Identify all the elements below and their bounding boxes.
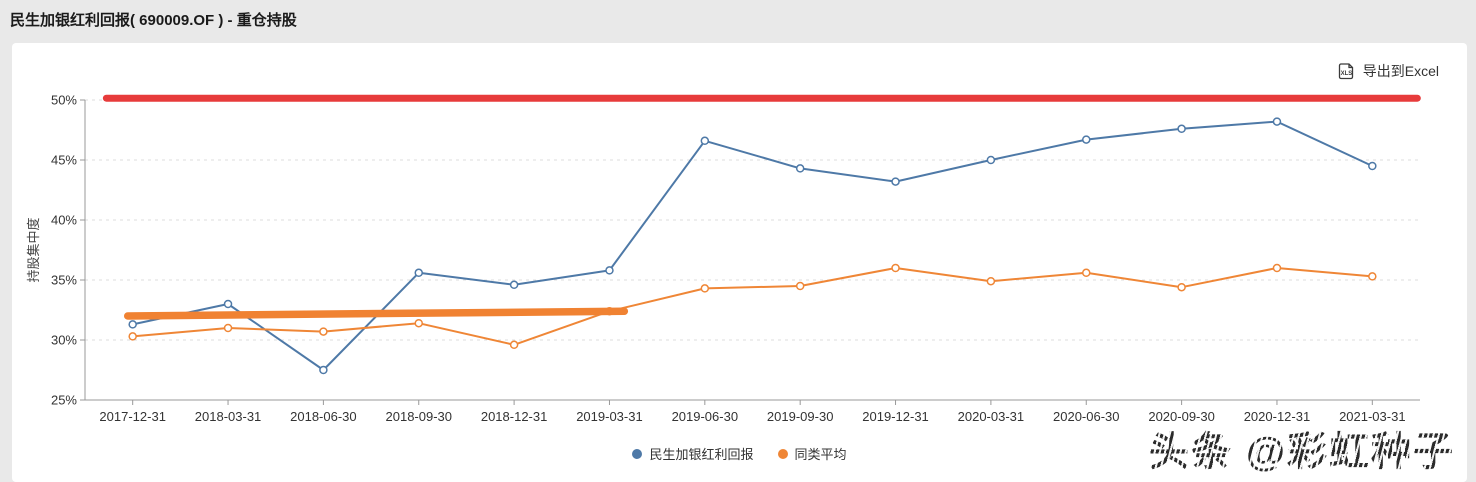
y-axis-tick-label: 40%	[51, 213, 77, 228]
x-axis-tick-label: 2021-03-31	[1339, 409, 1406, 424]
data-point	[1177, 282, 1186, 292]
data-point	[1272, 117, 1282, 126]
legend-label: 民生加银红利回报	[649, 447, 754, 462]
data-point	[891, 177, 900, 186]
legend-item-1[interactable]: 同类平均	[777, 444, 847, 463]
data-point	[1082, 135, 1091, 144]
y-axis-tick-label: 30%	[51, 333, 77, 348]
legend-marker-icon	[777, 448, 788, 459]
data-point	[1177, 124, 1186, 134]
data-point	[319, 327, 328, 336]
data-point	[700, 136, 710, 146]
data-point	[891, 263, 900, 273]
data-point	[414, 268, 423, 278]
data-point	[1082, 268, 1091, 278]
x-axis-tick-label: 2019-09-30	[767, 409, 834, 424]
legend-item-0[interactable]: 民生加银红利回报	[632, 444, 754, 463]
x-axis-tick-label: 2019-03-31	[576, 409, 643, 424]
watermark: 头条 @彩虹种子	[1149, 419, 1455, 477]
data-point	[700, 284, 710, 293]
svg-text:XLS: XLS	[1340, 71, 1352, 77]
x-axis-tick-label: 2018-12-31	[481, 409, 548, 424]
export-to-excel-button[interactable]: XLS 导出到Excel	[1336, 61, 1439, 81]
chart-card: XLS 导出到Excel 25% 30% 35% 40% 45% 50% 2017-12-3…	[12, 43, 1467, 482]
x-axis-tick-label: 2018-03-31	[195, 409, 262, 424]
x-axis-tick-label: 2020-09-30	[1148, 409, 1215, 424]
x-axis-tick-label: 2019-06-30	[672, 409, 739, 424]
y-axis-tick-label: 25%	[51, 393, 77, 408]
x-axis-tick-label: 2018-06-30	[290, 409, 357, 424]
xls-file-icon: XLS	[1336, 61, 1356, 81]
y-axis-tick-label: 50%	[51, 93, 77, 108]
legend-marker-icon	[632, 448, 643, 459]
data-point	[1368, 272, 1377, 281]
holdings-concentration-chart: 25% 30% 35% 40% 45% 50% 2017-12-31 2018-03-31 20…	[26, 93, 1421, 424]
x-axis-tick-label: 2020-12-31	[1244, 409, 1311, 424]
data-point	[1272, 263, 1282, 273]
data-point	[509, 340, 519, 350]
series-line-1	[132, 267, 1373, 346]
x-axis-tick-label: 2018-09-30	[386, 409, 453, 424]
data-point	[509, 280, 519, 290]
x-axis-tick-label: 2020-06-30	[1053, 409, 1120, 424]
export-label: 导出到Excel	[1362, 63, 1439, 79]
y-axis-title: 持股集中度	[26, 217, 41, 282]
orange-32pct-highlight-line	[123, 307, 629, 320]
data-point	[986, 276, 996, 286]
series-line-0	[132, 120, 1373, 371]
data-point	[223, 323, 233, 333]
data-point	[795, 164, 805, 173]
data-point	[1368, 161, 1377, 171]
legend-label: 同类平均	[794, 447, 847, 462]
data-point	[605, 266, 614, 275]
data-point	[128, 332, 137, 341]
y-axis-tick-label: 35%	[51, 273, 77, 288]
y-axis-tick-label: 45%	[51, 153, 77, 168]
data-point	[986, 155, 996, 165]
x-axis-tick-label: 2017-12-31	[99, 409, 166, 424]
data-point	[414, 318, 423, 328]
x-axis-tick-label: 2019-12-31	[862, 409, 929, 424]
chart-legend: 民生加银红利回报 同类平均	[12, 444, 1467, 463]
data-point	[128, 320, 137, 329]
x-axis-tick-label: 2020-03-31	[958, 409, 1025, 424]
data-point	[319, 365, 328, 375]
data-point	[223, 299, 233, 309]
page-title: 民生加银红利回报( 690009.OF ) - 重仓持股	[10, 12, 297, 29]
data-point	[795, 281, 805, 291]
